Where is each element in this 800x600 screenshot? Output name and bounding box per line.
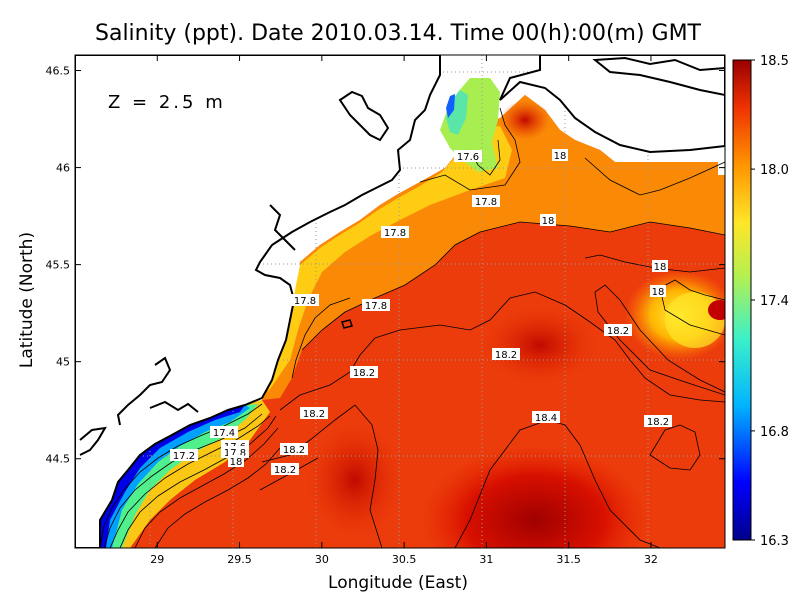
- contour-label: 17.8: [224, 448, 246, 459]
- contour-label: 17.2: [173, 451, 195, 462]
- contour-label-box: [472, 195, 500, 207]
- x-axis-label: Longitude (East): [328, 573, 468, 593]
- contour-label: 18: [654, 262, 667, 273]
- contour-label: 17.8: [365, 301, 387, 312]
- y-tick-label: 45.5: [46, 259, 71, 272]
- contour-label: 17.6: [457, 152, 479, 163]
- inland-lake-south: [116, 356, 172, 426]
- contour-label: 17.8: [384, 228, 406, 239]
- sea-field-plume-core: [446, 90, 468, 135]
- map-title: Salinity (ppt). Date 2010.03.14. Time 00…: [95, 21, 702, 46]
- x-tick-label: 30: [315, 553, 329, 566]
- contour-label-box: [291, 294, 319, 306]
- contour-label-box: [271, 463, 299, 475]
- contour-label: 18: [230, 457, 243, 468]
- x-tick-label: 31.5: [556, 553, 581, 566]
- contour-label-box: [454, 150, 482, 162]
- land-east-peninsula: [592, 56, 725, 97]
- contour-label-box: [532, 411, 560, 423]
- colorbar-tick-label: 18.0: [760, 163, 789, 178]
- sea-field-hotspot-south: [420, 445, 650, 548]
- contour-label: 18: [542, 216, 555, 227]
- y-axis-label: Latitude (North): [17, 232, 37, 368]
- contour-label: 18.2: [647, 417, 669, 428]
- contour-label: 18.2: [303, 409, 325, 420]
- colorbar-tick-label: 16.3: [760, 534, 789, 549]
- contour-label: 18.2: [274, 465, 296, 476]
- x-tick-label: 29: [150, 553, 164, 566]
- colorbar-tick-label: 16.8: [760, 425, 789, 440]
- contour-label: 18.4: [535, 413, 557, 424]
- colorbar: 18.5 18.0 17.4 16.8 16.3: [732, 54, 789, 549]
- contour-label-box: [604, 324, 632, 336]
- contour-label-box: [540, 214, 556, 226]
- sea-field-yellow: [268, 126, 512, 392]
- contour-label-box: [210, 426, 238, 438]
- depth-label: Z = 2.5 m: [108, 92, 226, 113]
- y-tick-label: 44.5: [46, 453, 71, 466]
- x-axis-ticks: 29 29.5 30 30.5 31 31.5 32: [150, 55, 658, 566]
- y-tick-label: 46.5: [46, 65, 71, 78]
- y-tick-label: 46: [56, 162, 70, 175]
- map-frame: [74, 54, 726, 549]
- contour-label: 18.2: [495, 350, 517, 361]
- land-west-coast: [75, 55, 441, 548]
- contour-label-box: [652, 260, 668, 272]
- x-tick-label: 32: [644, 553, 658, 566]
- colorbar-tick-label: 18.5: [760, 54, 789, 69]
- colorbar-ramp: [732, 59, 752, 541]
- y-axis-ticks: 44.5 45 45.5 46 46.5: [46, 65, 725, 466]
- contour-label-box: [228, 455, 244, 467]
- inland-lake-north: [338, 90, 390, 142]
- contour-label: 18.2: [353, 368, 375, 379]
- map-plot-area: [75, 55, 725, 548]
- contour-label: 17.8: [475, 197, 497, 208]
- contour-label-box: [362, 299, 390, 311]
- contour-label-box: [644, 415, 672, 427]
- x-tick-label: 31: [479, 553, 493, 566]
- contour-label-box: [350, 366, 378, 378]
- contour-label: 17.8: [294, 296, 316, 307]
- contour-label: 18.2: [607, 326, 629, 337]
- y-tick-label: 45: [56, 356, 70, 369]
- contour-label: 18: [652, 287, 665, 298]
- contour-label: 18.2: [283, 445, 305, 456]
- x-tick-label: 30.5: [392, 553, 417, 566]
- contour-label-box: [381, 226, 409, 238]
- x-tick-label: 29.5: [227, 553, 252, 566]
- contour-label: 17.4: [213, 428, 235, 439]
- contour-label-box: [552, 149, 568, 161]
- contour-label-box: [650, 285, 666, 297]
- contour-label-box: [300, 407, 328, 419]
- contour-label-box: [280, 443, 308, 455]
- contour-label-box: [170, 449, 198, 461]
- colorbar-tick-label: 17.4: [760, 294, 789, 309]
- sea-field-orange: [262, 95, 725, 400]
- contour-label-box: [492, 348, 520, 360]
- sea-field-plume-blue: [446, 94, 455, 118]
- contour-label: 18: [554, 151, 567, 162]
- colorbar-ticks: 18.5 18.0 17.4 16.8 16.3: [751, 54, 789, 549]
